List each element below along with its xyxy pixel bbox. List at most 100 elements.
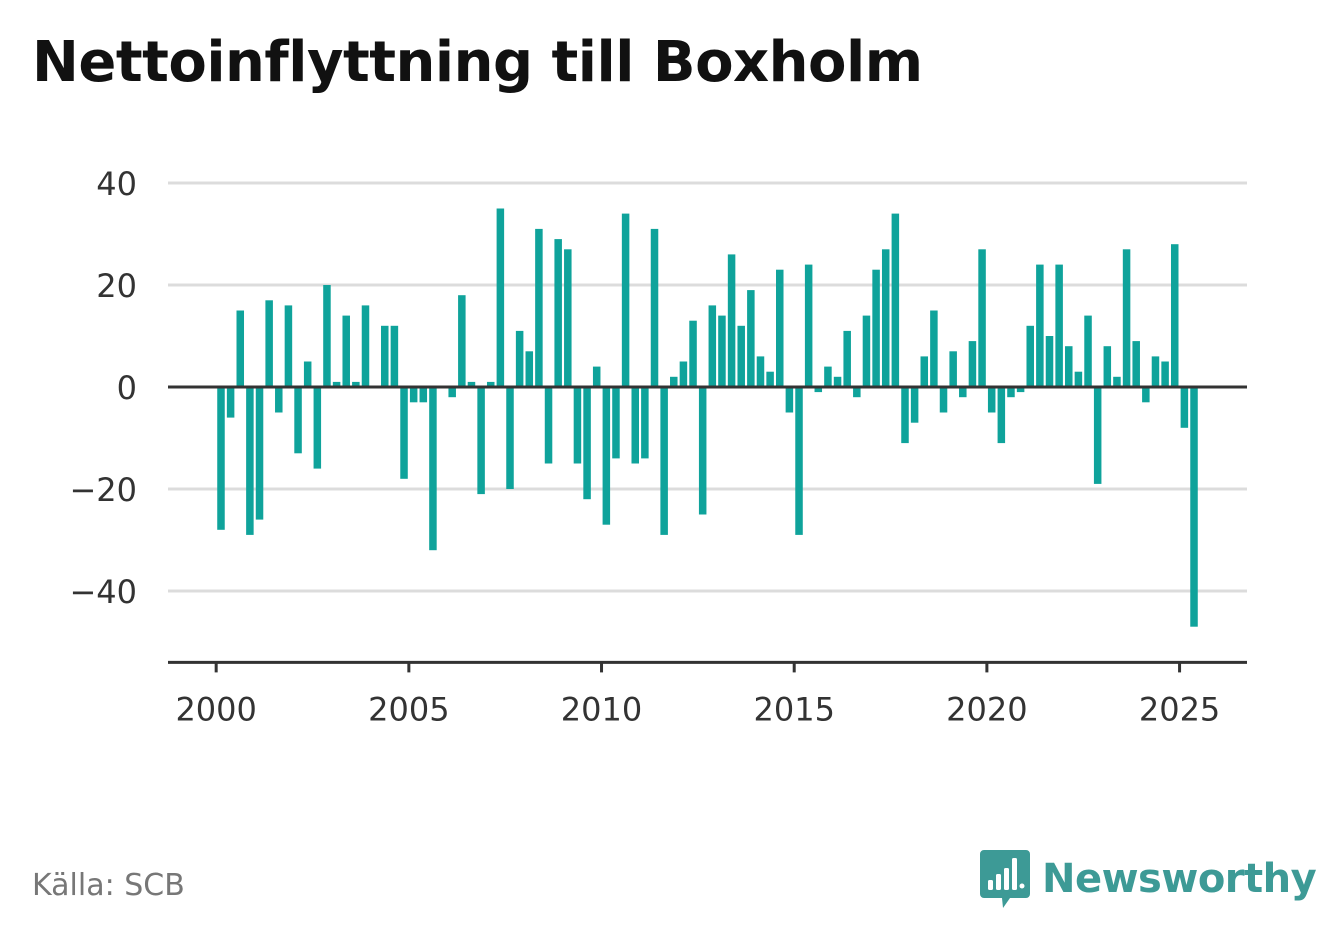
bar xyxy=(959,387,967,398)
bar xyxy=(294,387,302,454)
bar xyxy=(949,351,957,387)
bar xyxy=(727,254,736,387)
bar xyxy=(901,387,909,444)
bar xyxy=(467,381,476,387)
bar xyxy=(217,387,225,530)
bar xyxy=(1074,371,1083,387)
source-note: Källa: SCB xyxy=(32,868,185,903)
bar xyxy=(1132,341,1140,387)
bar xyxy=(409,387,418,403)
bar xyxy=(804,264,813,387)
bar xyxy=(313,387,322,469)
bar xyxy=(564,249,572,387)
y-tick-label: 20 xyxy=(96,267,137,305)
bar xyxy=(352,381,360,387)
bar xyxy=(342,315,350,387)
bar xyxy=(679,361,688,387)
bar xyxy=(400,387,408,479)
bar-chart-speech-icon xyxy=(980,850,1030,908)
bar xyxy=(910,387,919,423)
bar xyxy=(544,387,553,464)
bar xyxy=(795,387,803,535)
bar xyxy=(323,285,331,387)
bar xyxy=(332,381,341,387)
bar xyxy=(833,376,842,387)
bar xyxy=(1045,336,1054,387)
bar xyxy=(891,213,900,387)
x-tick-label: 2025 xyxy=(1139,690,1220,728)
gridlines xyxy=(168,181,1247,593)
bar xyxy=(1016,387,1025,393)
bar xyxy=(641,387,649,459)
bar xyxy=(930,310,938,387)
axes xyxy=(168,385,1247,673)
bar xyxy=(612,387,620,459)
bar xyxy=(853,387,861,398)
bar xyxy=(1103,346,1112,387)
bar xyxy=(390,325,399,387)
bar xyxy=(477,387,485,495)
bar xyxy=(525,351,534,387)
bar xyxy=(920,356,929,387)
x-tick-label: 2000 xyxy=(175,690,256,728)
bar xyxy=(1151,356,1160,387)
tick-labels: −40 −20 0 20 40 2000 2005 2010 2015 2020 2025 xyxy=(69,165,1220,728)
bar xyxy=(361,305,370,387)
bar xyxy=(814,387,823,393)
bar xyxy=(1190,387,1198,627)
brand-logo: Newsworthy xyxy=(980,850,1317,908)
bar xyxy=(698,387,707,515)
bar xyxy=(824,366,832,387)
page-title: Nettoinflyttning till Boxholm xyxy=(32,30,923,95)
bar xyxy=(1055,264,1063,387)
bar xyxy=(255,387,264,520)
bar xyxy=(381,325,389,387)
bar xyxy=(1122,249,1131,387)
bar xyxy=(737,325,745,387)
bar xyxy=(650,228,659,387)
x-tick-label: 2015 xyxy=(753,690,834,728)
bar xyxy=(997,387,1006,444)
bar xyxy=(872,269,880,387)
bar xyxy=(939,387,948,413)
bar xyxy=(881,249,890,387)
bar xyxy=(660,387,668,535)
bar xyxy=(419,387,428,403)
bar xyxy=(689,320,697,387)
bar xyxy=(766,371,774,387)
bar xyxy=(1084,315,1092,387)
bar xyxy=(236,310,245,387)
x-tick-label: 2020 xyxy=(946,690,1027,728)
bar xyxy=(843,330,851,387)
y-tick-label: −20 xyxy=(69,471,137,509)
bar xyxy=(670,376,678,387)
bar xyxy=(592,366,601,387)
bar xyxy=(573,387,582,464)
bar xyxy=(1026,325,1034,387)
bar xyxy=(284,305,293,387)
bar xyxy=(1170,244,1179,387)
y-tick-label: 0 xyxy=(117,369,137,407)
y-tick-label: 40 xyxy=(96,165,137,203)
bar xyxy=(631,387,639,464)
bar xyxy=(226,387,235,418)
bar xyxy=(776,269,784,387)
bar xyxy=(708,305,717,387)
x-tick-label: 2005 xyxy=(368,690,449,728)
bar xyxy=(602,387,611,525)
bar xyxy=(486,381,495,387)
bar xyxy=(496,208,505,387)
bar xyxy=(1161,361,1169,387)
bar xyxy=(246,387,254,535)
bar xyxy=(1093,387,1102,484)
bar xyxy=(535,228,543,387)
bar xyxy=(987,387,996,413)
bar xyxy=(747,290,755,387)
brand-name: Newsworthy xyxy=(1042,856,1317,902)
x-tick-label: 2010 xyxy=(561,690,642,728)
bar xyxy=(303,361,312,387)
bar xyxy=(506,387,514,489)
bar xyxy=(583,387,591,500)
bar xyxy=(862,315,871,387)
